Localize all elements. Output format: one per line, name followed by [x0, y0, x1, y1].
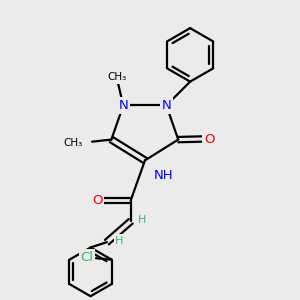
Text: N: N: [118, 99, 128, 112]
Text: NH: NH: [154, 169, 173, 182]
Text: H: H: [138, 215, 146, 225]
Text: CH₃: CH₃: [108, 72, 127, 82]
Text: O: O: [92, 194, 103, 207]
Text: Cl: Cl: [80, 251, 94, 264]
Text: N: N: [161, 99, 171, 112]
Text: CH₃: CH₃: [64, 138, 83, 148]
Text: O: O: [204, 133, 215, 146]
Text: H: H: [115, 236, 124, 246]
